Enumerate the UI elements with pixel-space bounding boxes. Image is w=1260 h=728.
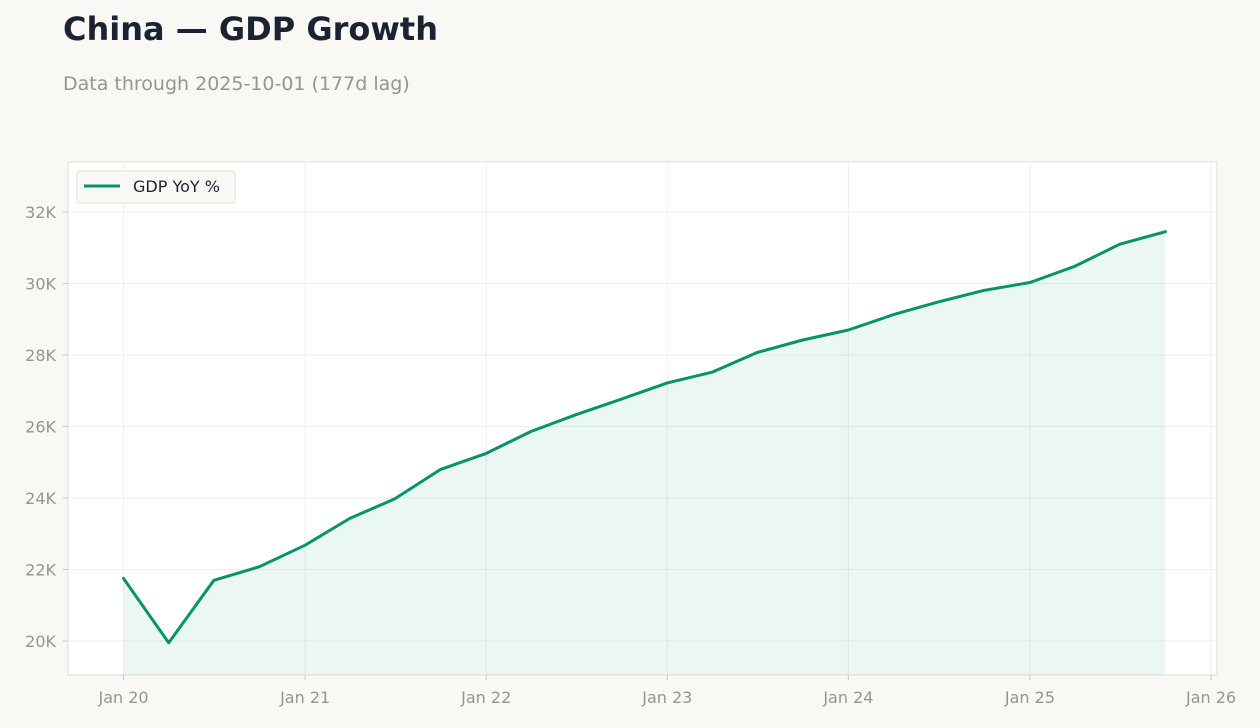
x-tick-label: Jan 24 <box>822 688 873 707</box>
page-title: China — GDP Growth <box>63 10 438 48</box>
x-tick-label: Jan 25 <box>1004 688 1055 707</box>
data-point <box>1118 243 1121 246</box>
x-tick-label: Jan 23 <box>641 688 692 707</box>
data-point <box>620 398 623 401</box>
y-tick-label: 32K <box>25 203 56 222</box>
data-point <box>1073 265 1076 268</box>
series-area-fill <box>123 231 1166 675</box>
legend-label: GDP YoY % <box>133 177 220 196</box>
data-point <box>711 371 714 374</box>
data-point <box>847 329 850 332</box>
data-point <box>892 313 895 316</box>
data-point <box>122 577 125 580</box>
y-tick-label: 26K <box>25 418 56 437</box>
legend: GDP YoY % <box>76 170 236 204</box>
x-tick-label: Jan 21 <box>279 688 330 707</box>
page-subtitle: Data through 2025-10-01 (177d lag) <box>63 73 410 95</box>
y-tick-label: 30K <box>25 275 56 294</box>
data-point <box>666 381 669 384</box>
data-point <box>167 641 170 644</box>
x-tick-label: Jan 22 <box>460 688 511 707</box>
data-point <box>756 351 759 354</box>
data-point <box>1029 281 1032 284</box>
plot-area <box>67 161 1218 676</box>
y-tick-label: 22K <box>25 561 56 580</box>
x-axis-ticks: Jan 20 Jan 21 Jan 22 Jan 23 Jan 24 Jan 25 Jan … <box>98 675 1236 707</box>
grid-lines <box>68 162 1217 675</box>
data-point <box>393 497 396 500</box>
data-point <box>348 517 351 520</box>
data-point <box>529 430 532 433</box>
data-point <box>1164 230 1167 233</box>
data-point <box>258 565 261 568</box>
data-point <box>212 579 215 582</box>
x-tick-label: Jan 20 <box>98 688 149 707</box>
y-axis-ticks: 20K 22K 24K 26K 28K 30K 32K <box>25 203 68 651</box>
data-point <box>304 544 307 547</box>
series-line <box>122 230 1167 645</box>
y-tick-label: 20K <box>25 632 56 651</box>
data-point <box>801 339 804 342</box>
data-point <box>983 289 986 292</box>
data-point <box>439 468 442 471</box>
y-tick-label: 24K <box>25 489 56 508</box>
data-point <box>937 300 940 303</box>
y-tick-label: 28K <box>25 346 56 365</box>
x-tick-label: Jan 26 <box>1185 688 1236 707</box>
data-point <box>575 413 578 416</box>
legend-box <box>76 170 236 204</box>
data-point <box>485 452 488 455</box>
